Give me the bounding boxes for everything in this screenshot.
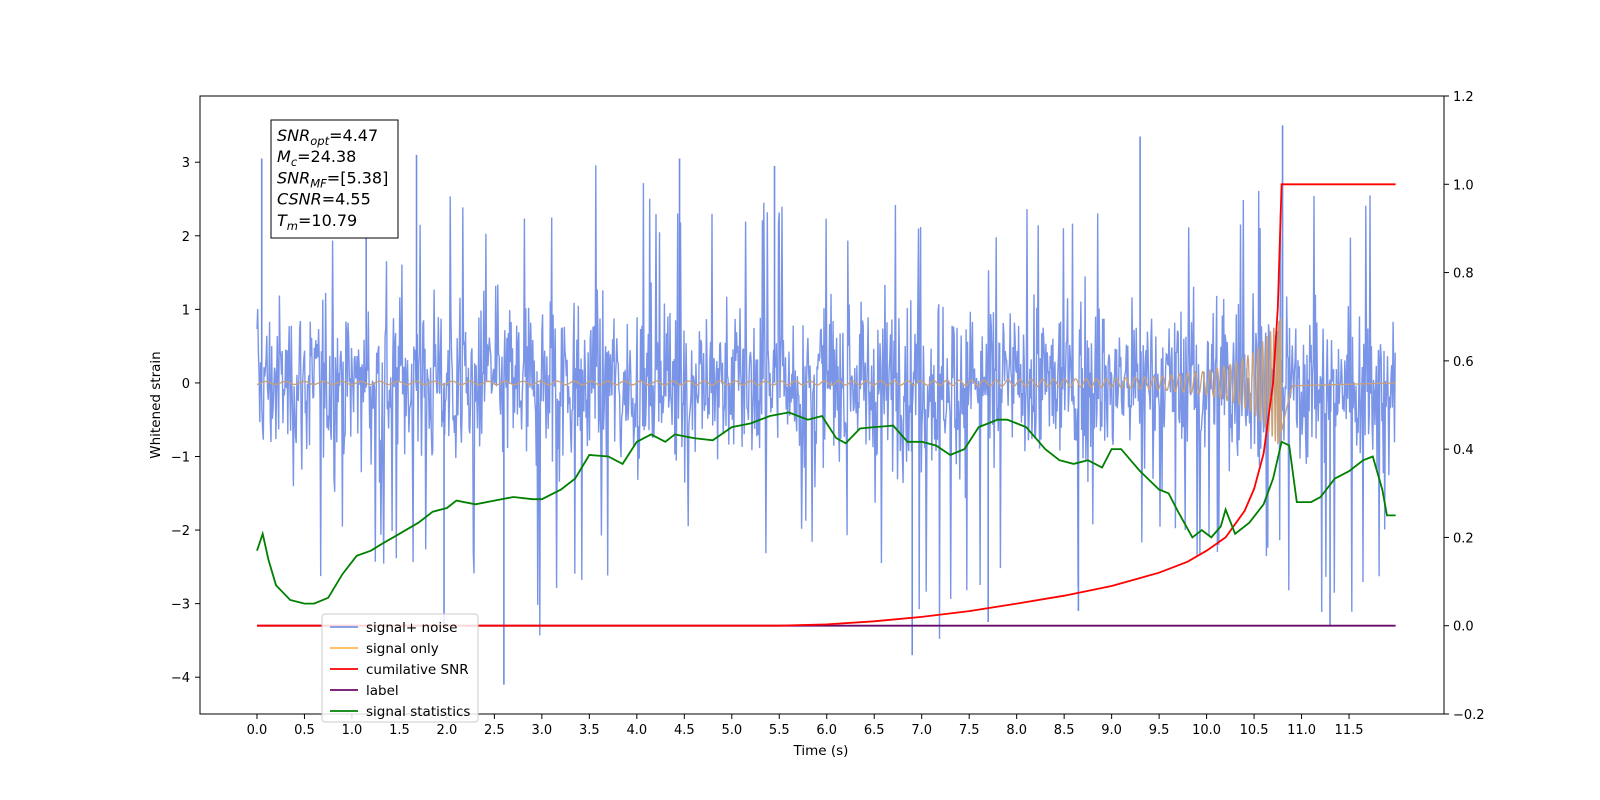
x-tick-label: 7.5 xyxy=(959,723,980,738)
y-tick-label: −3 xyxy=(171,598,190,613)
series-signal-statistics xyxy=(256,411,1396,605)
y2-tick-label: −0.2 xyxy=(1453,708,1485,723)
y-tick-label: 0 xyxy=(182,377,190,392)
x-axis-ticks: 0.0 0.5 1.0 1.5 2.0 2.5 3.0 3.5 4.0 4.5 5.0 5.5 6.0 6… xyxy=(247,714,1364,738)
y-axis-ticks: 3 2 1 0 −1 −2 −3 −4 xyxy=(171,156,200,686)
x-tick-label: 11.5 xyxy=(1335,723,1364,738)
x-tick-label: 4.5 xyxy=(674,723,695,738)
x-tick-label: 3.0 xyxy=(532,723,553,738)
y2-tick-label: 0.0 xyxy=(1453,620,1474,635)
y-tick-label: −2 xyxy=(171,524,190,539)
x-tick-label: 7.0 xyxy=(911,723,932,738)
x-tick-label: 3.5 xyxy=(579,723,600,738)
y2-axis-ticks: 1.2 1.0 0.8 0.6 0.4 0.2 0.0 −0.2 xyxy=(1444,90,1485,723)
annotation-border xyxy=(270,119,399,239)
x-tick-label: 9.0 xyxy=(1101,723,1122,738)
y-tick-label: 3 xyxy=(182,156,190,171)
x-tick-label: 6.5 xyxy=(864,723,885,738)
x-tick-label: 6.0 xyxy=(816,723,837,738)
annotation-line: Mc=24.38 xyxy=(277,147,356,169)
x-tick-label: 1.5 xyxy=(389,723,410,738)
x-tick-label: 8.5 xyxy=(1054,723,1075,738)
annotation-line: SNRMF=[5.38] xyxy=(277,168,388,190)
x-axis-label: Time (s) xyxy=(793,743,849,759)
x-tick-label: 10.0 xyxy=(1192,723,1221,738)
legend: signal+ noise signal only cumilative SNR la… xyxy=(321,613,479,723)
y2-tick-label: 0.4 xyxy=(1453,443,1474,458)
x-tick-label: 0.5 xyxy=(294,723,315,738)
series-cumilative-snr xyxy=(257,183,1396,627)
x-tick-label: 2.0 xyxy=(437,723,458,738)
legend-frame xyxy=(321,613,479,723)
y-tick-label: −1 xyxy=(171,451,190,466)
legend-label: signal only xyxy=(366,641,439,657)
x-tick-label: 8.0 xyxy=(1006,723,1027,738)
legend-label: cumilative SNR xyxy=(366,662,469,678)
annotation-line: SNRopt=4.47 xyxy=(277,126,378,148)
x-tick-label: 11.0 xyxy=(1287,723,1316,738)
y2-tick-label: 1.2 xyxy=(1453,90,1474,105)
series-signal-only xyxy=(257,318,1396,445)
x-tick-label: 10.5 xyxy=(1240,723,1269,738)
axes-frame xyxy=(199,95,1445,715)
stats-annotation-box: SNRopt=4.47Mc=24.38SNRMF=[5.38]CSNR=4.55… xyxy=(270,119,399,239)
y2-tick-label: 0.6 xyxy=(1453,355,1474,370)
x-tick-label: 2.5 xyxy=(484,723,505,738)
x-tick-label: 5.0 xyxy=(721,723,742,738)
y-tick-label: 2 xyxy=(182,230,190,245)
x-tick-label: 9.5 xyxy=(1149,723,1170,738)
legend-label: signal statistics xyxy=(366,704,470,720)
y2-tick-label: 1.0 xyxy=(1453,178,1474,193)
y2-tick-label: 0.2 xyxy=(1453,531,1474,546)
legend-label: signal+ noise xyxy=(366,620,457,636)
y-tick-label: 1 xyxy=(182,303,190,318)
annotation-line: CSNR=4.55 xyxy=(277,190,371,209)
y-tick-label: −4 xyxy=(171,671,190,686)
x-tick-label: 4.0 xyxy=(626,723,647,738)
x-tick-label: 5.5 xyxy=(769,723,790,738)
x-tick-label: 1.0 xyxy=(342,723,363,738)
legend-label: label xyxy=(366,683,399,699)
x-tick-label: 0.0 xyxy=(247,723,268,738)
annotation-line: Tm=10.79 xyxy=(277,211,357,233)
y-axis-label: Whitened strain xyxy=(148,351,164,458)
y2-tick-label: 0.8 xyxy=(1453,267,1474,282)
